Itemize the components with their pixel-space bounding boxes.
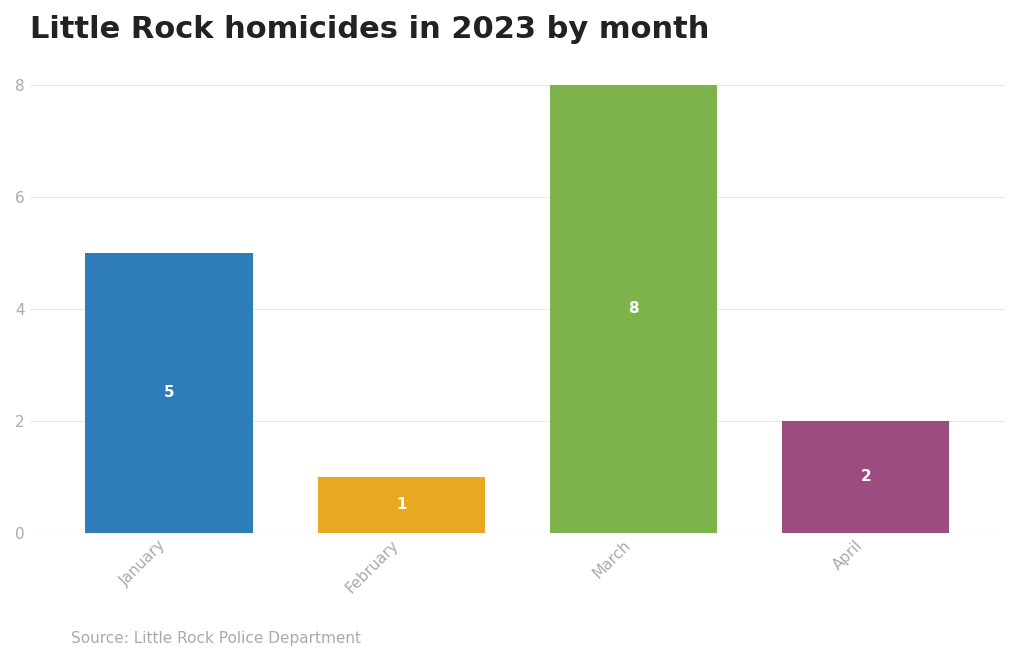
Bar	[549, 85, 716, 532]
Text: 1: 1	[395, 497, 406, 512]
Text: Little Rock homicides in 2023 by month: Little Rock homicides in 2023 by month	[30, 15, 708, 44]
Bar	[317, 476, 484, 532]
Text: 2: 2	[859, 469, 870, 484]
Text: Source: Little Rock Police Department: Source: Little Rock Police Department	[71, 632, 361, 647]
Text: 8: 8	[628, 302, 638, 317]
Text: 5: 5	[163, 385, 174, 400]
Bar	[782, 421, 949, 532]
Bar	[86, 253, 253, 532]
